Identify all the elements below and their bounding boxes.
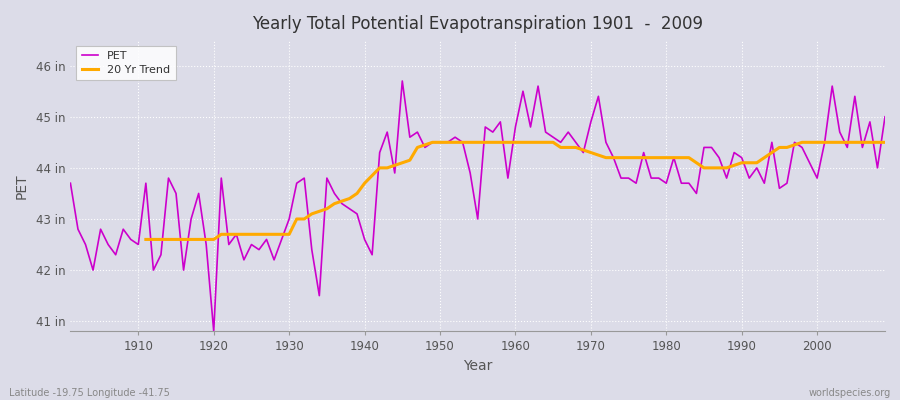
Line: PET: PET — [70, 81, 885, 332]
20 Yr Trend — [540, 140, 551, 145]
20 Yr Trend — [366, 173, 377, 178]
PET — [125, 237, 136, 242]
PET — [525, 124, 535, 129]
PET — [616, 176, 626, 180]
20 Yr Trend — [518, 140, 528, 145]
PET — [65, 181, 76, 186]
Title: Yearly Total Potential Evapotranspiration 1901  -  2009: Yearly Total Potential Evapotranspiratio… — [252, 15, 703, 33]
X-axis label: Year: Year — [463, 359, 492, 373]
Text: worldspecies.org: worldspecies.org — [809, 388, 891, 398]
PET — [397, 78, 408, 83]
PET — [299, 176, 310, 180]
20 Yr Trend — [337, 199, 347, 204]
20 Yr Trend — [729, 163, 740, 168]
20 Yr Trend — [428, 140, 438, 145]
Y-axis label: PET: PET — [15, 173, 29, 198]
20 Yr Trend — [879, 140, 890, 145]
PET — [879, 114, 890, 119]
PET — [344, 206, 355, 211]
Line: 20 Yr Trend: 20 Yr Trend — [146, 142, 885, 240]
Legend: PET, 20 Yr Trend: PET, 20 Yr Trend — [76, 46, 176, 80]
20 Yr Trend — [314, 209, 325, 214]
Text: Latitude -19.75 Longitude -41.75: Latitude -19.75 Longitude -41.75 — [9, 388, 170, 398]
PET — [518, 89, 528, 94]
PET — [208, 329, 219, 334]
20 Yr Trend — [140, 237, 151, 242]
